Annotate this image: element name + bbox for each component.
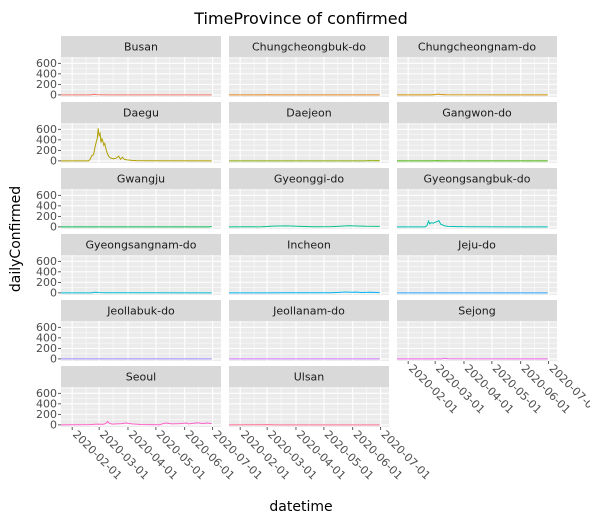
facet-label-busan: Busan	[124, 41, 158, 54]
y-tick-label: 200	[36, 276, 57, 289]
facet-label-incheon: Incheon	[287, 239, 331, 252]
y-tick-label: 600	[36, 387, 57, 400]
facet-chungcheongnam-do: Chungcheongnam-do	[397, 36, 557, 97]
facet-chungcheongbuk-do: Chungcheongbuk-do	[229, 36, 389, 97]
series-line-seoul	[60, 420, 212, 426]
y-tick-label: 200	[36, 210, 57, 223]
facet-label-daejeon: Daejeon	[286, 107, 332, 120]
facet-label-sejong: Sejong	[458, 305, 496, 318]
y-tick-label: 600	[36, 255, 57, 268]
y-tick-label: 400	[36, 332, 57, 345]
series-line-gyeongsangnam-do	[61, 291, 212, 294]
facet-strip-jeollanam-do	[229, 300, 389, 321]
facet-strip-seoul	[61, 366, 221, 387]
series-line-daegu	[61, 128, 212, 162]
facet-label-jeju-do: Jeju-do	[457, 239, 496, 252]
series-line-gyeongsangbuk-do	[397, 219, 548, 228]
facet-label-jeollanam-do: Jeollanam-do	[272, 305, 345, 318]
y-tick-label: 600	[36, 321, 57, 334]
facet-strip-chungcheongnam-do	[397, 36, 557, 57]
chart-title: TimeProvince of confirmed	[193, 9, 408, 28]
y-tick-label: 600	[36, 57, 57, 70]
facet-gangwon-do: Gangwon-do	[397, 102, 557, 163]
facet-strip-daegu	[61, 102, 221, 123]
facet-ulsan: Ulsan2020-02-012020-03-012020-04-012020-…	[228, 366, 433, 482]
facet-strip-sejong	[397, 300, 557, 321]
facet-strip-gyeongsangnam-do	[61, 234, 221, 255]
facet-sejong: Sejong2020-02-012020-03-012020-04-012020…	[397, 300, 590, 416]
y-tick-label: 600	[36, 123, 57, 136]
y-tick-label: 200	[36, 144, 57, 157]
facet-strip-jeju-do	[397, 234, 557, 255]
y-tick-label: 400	[36, 200, 57, 213]
facet-label-gyeongsangbuk-do: Gyeongsangbuk-do	[424, 173, 531, 186]
facet-gyeonggi-do: Gyeonggi-do	[228, 168, 389, 229]
x-axis-title: datetime	[269, 499, 332, 515]
y-tick-label: 400	[36, 398, 57, 411]
facet-strip-daejeon	[229, 102, 389, 123]
facet-label-seoul: Seoul	[126, 371, 157, 384]
series-line-chungcheongnam-do	[397, 93, 548, 96]
y-tick-label: 200	[36, 408, 57, 421]
facet-strip-chungcheongbuk-do	[229, 36, 389, 57]
facet-label-daegu: Daegu	[123, 107, 159, 120]
facet-strip-jeollabuk-do	[61, 300, 221, 321]
y-tick-label: 0	[50, 287, 57, 300]
y-tick-label: 400	[36, 134, 57, 147]
y-tick-label: 0	[50, 89, 57, 102]
y-tick-label: 400	[36, 68, 57, 81]
y-tick-label: 400	[36, 266, 57, 279]
y-tick-label: 200	[36, 342, 57, 355]
facet-strip-gwangju	[61, 168, 221, 189]
facet-strip-gyeonggi-do	[229, 168, 389, 189]
y-tick-label: 0	[50, 221, 57, 234]
series-line-gyeonggi-do	[228, 225, 380, 228]
facet-strip-busan	[61, 36, 221, 57]
facet-label-gyeongsangnam-do: Gyeongsangnam-do	[85, 239, 196, 252]
facet-label-chungcheongbuk-do: Chungcheongbuk-do	[252, 41, 366, 54]
facet-daejeon: Daejeon	[229, 102, 389, 163]
series-line-busan	[61, 93, 212, 96]
facet-label-ulsan: Ulsan	[294, 371, 325, 384]
facet-jeju-do: Jeju-do	[396, 234, 557, 295]
facet-strip-gyeongsangbuk-do	[397, 168, 557, 189]
facet-label-jeollabuk-do: Jeollabuk-do	[106, 305, 175, 318]
facet-strip-ulsan	[229, 366, 389, 387]
y-axis-title: dailyConfirmed	[8, 186, 24, 292]
facet-strip-gangwon-do	[397, 102, 557, 123]
facet-label-gangwon-do: Gangwon-do	[442, 107, 512, 120]
facet-strip-incheon	[229, 234, 389, 255]
facet-incheon: Incheon	[228, 234, 389, 295]
series-line-sejong	[397, 357, 548, 360]
facet-gyeongsangbuk-do: Gyeongsangbuk-do	[397, 168, 557, 229]
y-tick-label: 200	[36, 78, 57, 91]
facet-jeollanam-do: Jeollanam-do	[228, 300, 389, 361]
facet-label-gwangju: Gwangju	[117, 173, 165, 186]
y-tick-label: 0	[50, 353, 57, 366]
series-line-incheon	[228, 291, 380, 294]
facet-label-gyeonggi-do: Gyeonggi-do	[274, 173, 344, 186]
y-tick-label: 0	[50, 155, 57, 168]
y-tick-label: 600	[36, 189, 57, 202]
y-tick-label: 0	[50, 419, 57, 432]
facet-label-chungcheongnam-do: Chungcheongnam-do	[418, 41, 536, 54]
